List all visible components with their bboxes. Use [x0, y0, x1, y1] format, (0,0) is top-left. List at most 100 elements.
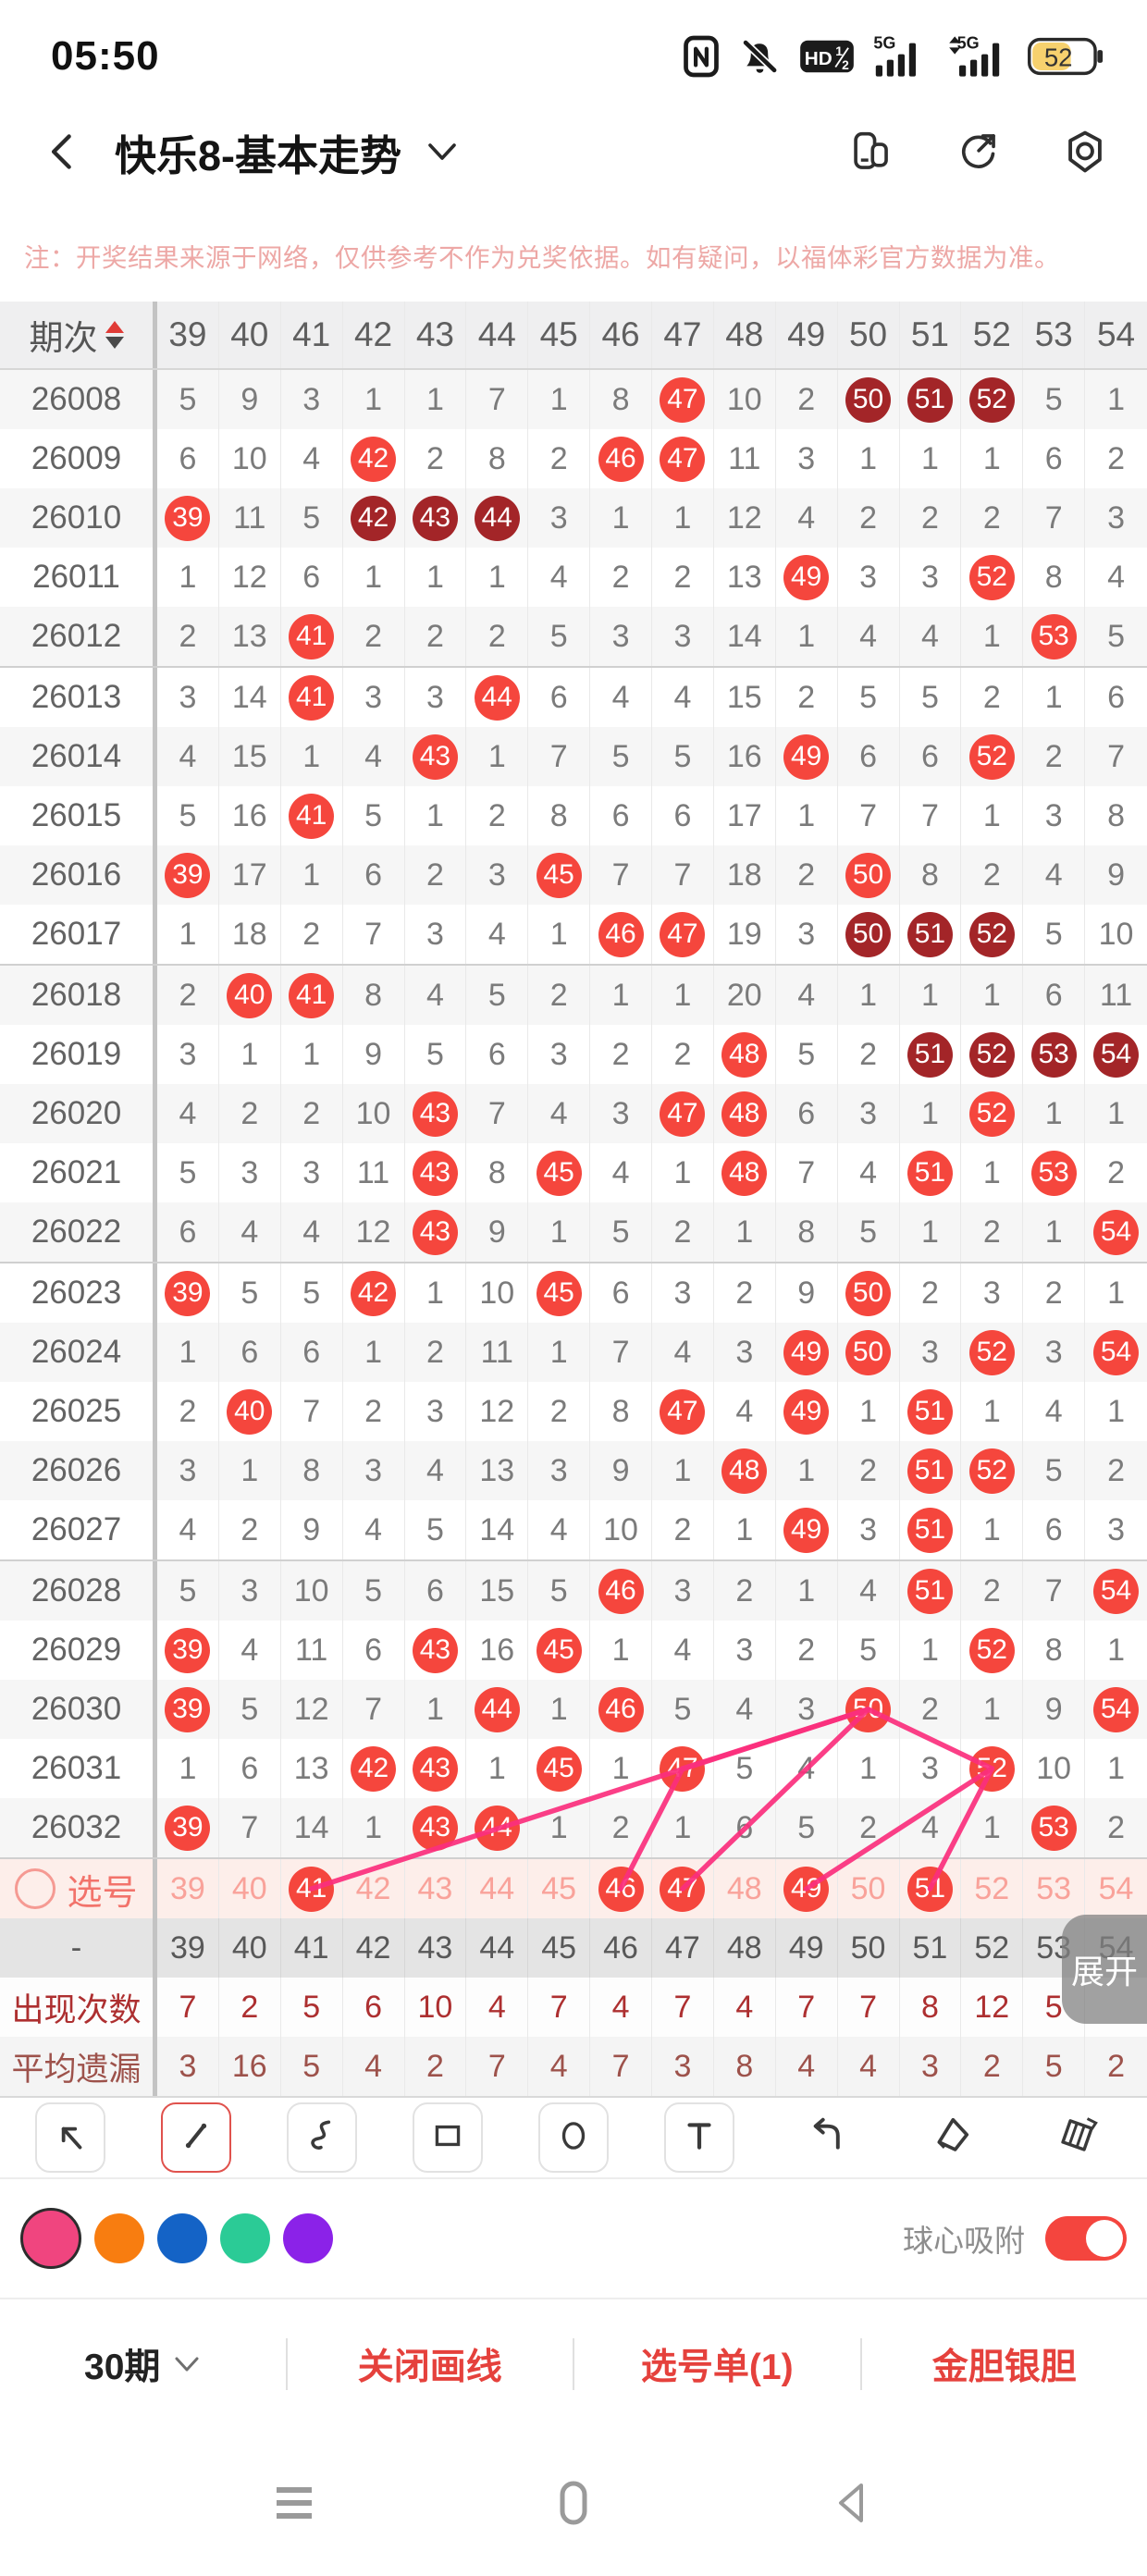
selectable-number-cell[interactable]: 54 [1085, 1859, 1147, 1918]
lottery-ball[interactable]: 49 [783, 1867, 829, 1912]
lottery-ball[interactable]: 41 [289, 794, 334, 839]
lottery-ball[interactable]: 43 [413, 1151, 458, 1196]
lottery-ball[interactable]: 50 [845, 1687, 891, 1732]
lottery-ball[interactable]: 41 [289, 1867, 334, 1912]
color-swatch[interactable] [20, 2208, 81, 2269]
lottery-ball[interactable]: 43 [413, 1210, 458, 1255]
lottery-ball[interactable]: 48 [722, 1448, 767, 1494]
lottery-ball[interactable]: 45 [536, 1271, 582, 1316]
selectable-number-cell[interactable]: 53 [1023, 1859, 1085, 1918]
share-icon[interactable] [953, 127, 1003, 177]
lottery-ball[interactable]: 52 [969, 1032, 1015, 1078]
lottery-ball[interactable]: 53 [1031, 614, 1077, 659]
lottery-ball[interactable]: 47 [660, 912, 705, 957]
lottery-ball[interactable]: 39 [165, 496, 210, 541]
lottery-ball[interactable]: 51 [907, 377, 953, 423]
lottery-ball[interactable]: 54 [1093, 1032, 1139, 1078]
lottery-ball[interactable]: 42 [351, 496, 396, 541]
lottery-ball[interactable]: 43 [413, 1091, 458, 1137]
lottery-ball[interactable]: 43 [413, 1746, 458, 1792]
lottery-ball[interactable]: 46 [598, 437, 644, 482]
lottery-ball[interactable]: 47 [660, 377, 705, 423]
lottery-ball[interactable]: 47 [660, 1867, 705, 1912]
lottery-ball[interactable]: 54 [1093, 1687, 1139, 1732]
lottery-ball[interactable]: 39 [165, 1687, 210, 1732]
lottery-ball[interactable]: 52 [969, 1746, 1015, 1792]
sort-icon[interactable] [105, 321, 124, 349]
lottery-ball[interactable]: 42 [351, 437, 396, 482]
gold-silver-dan-button[interactable]: 金胆银胆 [862, 2338, 1147, 2390]
lottery-ball[interactable]: 42 [351, 1746, 396, 1792]
lottery-ball[interactable]: 44 [475, 496, 520, 541]
lottery-ball[interactable]: 45 [536, 1151, 582, 1196]
lottery-ball[interactable]: 49 [783, 1330, 829, 1375]
lottery-ball[interactable]: 48 [722, 1032, 767, 1078]
home-button[interactable] [541, 2471, 606, 2535]
lottery-ball[interactable]: 50 [845, 1271, 891, 1316]
lottery-ball[interactable]: 51 [907, 1448, 953, 1494]
lottery-ball[interactable]: 51 [907, 1867, 953, 1912]
selectable-number-cell[interactable]: 41 [281, 1859, 343, 1918]
lottery-ball[interactable]: 49 [783, 734, 829, 780]
lottery-ball[interactable]: 51 [907, 912, 953, 957]
lottery-ball[interactable]: 52 [969, 555, 1015, 600]
lottery-ball[interactable]: 45 [536, 1746, 582, 1792]
lottery-ball[interactable]: 42 [351, 1271, 396, 1316]
lottery-ball[interactable]: 54 [1093, 1569, 1139, 1614]
lottery-ball[interactable]: 52 [969, 377, 1015, 423]
lottery-ball[interactable]: 53 [1031, 1806, 1077, 1851]
lottery-ball[interactable]: 43 [413, 734, 458, 780]
expand-button[interactable]: 展开 [1062, 1915, 1147, 2024]
lottery-ball[interactable]: 43 [413, 1628, 458, 1673]
clear-brush-button[interactable] [1042, 2102, 1112, 2173]
lottery-ball[interactable]: 44 [475, 1687, 520, 1732]
selectable-number-cell[interactable]: 50 [838, 1859, 900, 1918]
color-swatch[interactable] [220, 2213, 270, 2263]
ellipse-tool-button[interactable] [538, 2102, 609, 2173]
lottery-ball[interactable]: 51 [907, 1151, 953, 1196]
lottery-ball[interactable]: 44 [475, 675, 520, 721]
lottery-ball[interactable]: 46 [598, 1867, 644, 1912]
lottery-ball[interactable]: 51 [907, 1569, 953, 1614]
ball-snap-toggle[interactable] [1045, 2216, 1127, 2261]
arrow-tool-button[interactable] [35, 2102, 105, 2173]
lottery-ball[interactable]: 53 [1031, 1032, 1077, 1078]
lottery-ball[interactable]: 49 [783, 555, 829, 600]
color-swatch[interactable] [283, 2213, 333, 2263]
selectable-number-cell[interactable]: 39 [157, 1859, 219, 1918]
lottery-ball[interactable]: 51 [907, 1389, 953, 1435]
lottery-ball[interactable]: 46 [598, 1687, 644, 1732]
undo-button[interactable] [790, 2102, 860, 2173]
back-nav-button[interactable] [820, 2471, 885, 2535]
lottery-ball[interactable]: 52 [969, 734, 1015, 780]
multi-window-icon[interactable] [845, 127, 895, 177]
menu-button[interactable] [262, 2471, 327, 2535]
lottery-ball[interactable]: 48 [722, 1091, 767, 1137]
lottery-ball[interactable]: 39 [165, 1806, 210, 1851]
selectable-number-cell[interactable]: 47 [652, 1859, 714, 1918]
selectable-number-cell[interactable]: 43 [405, 1859, 467, 1918]
lottery-ball[interactable]: 47 [660, 1091, 705, 1137]
lottery-ball[interactable]: 39 [165, 1628, 210, 1673]
selectable-number-cell[interactable]: 51 [900, 1859, 962, 1918]
lottery-ball[interactable]: 46 [598, 912, 644, 957]
settings-icon[interactable] [1060, 127, 1110, 177]
lottery-ball[interactable]: 46 [598, 1569, 644, 1614]
lottery-ball[interactable]: 40 [227, 1389, 272, 1435]
lottery-ball[interactable]: 45 [536, 853, 582, 898]
lottery-ball[interactable]: 40 [227, 973, 272, 1018]
selectable-number-cell[interactable]: 45 [528, 1859, 590, 1918]
lottery-ball[interactable]: 54 [1093, 1210, 1139, 1255]
lottery-ball[interactable]: 51 [907, 1032, 953, 1078]
lottery-ball[interactable]: 50 [845, 853, 891, 898]
lottery-ball[interactable]: 47 [660, 1746, 705, 1792]
lottery-ball[interactable]: 41 [289, 973, 334, 1018]
lottery-ball[interactable]: 43 [413, 496, 458, 541]
lottery-ball[interactable]: 50 [845, 912, 891, 957]
lottery-ball[interactable]: 52 [969, 1628, 1015, 1673]
selectable-number-cell[interactable]: 49 [776, 1859, 838, 1918]
selection-circle-icon[interactable] [15, 1868, 56, 1909]
lottery-ball[interactable]: 39 [165, 1271, 210, 1316]
lottery-ball[interactable]: 47 [660, 437, 705, 482]
selectable-number-cell[interactable]: 46 [590, 1859, 652, 1918]
